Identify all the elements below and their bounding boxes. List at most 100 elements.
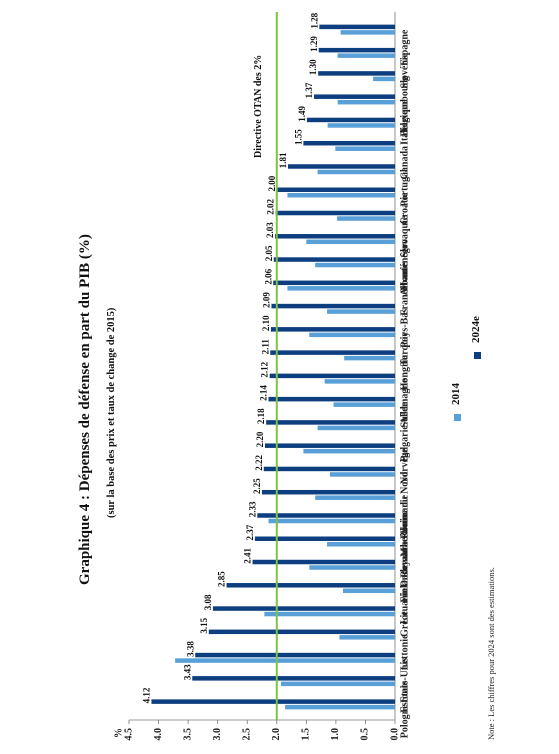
- bar-2014: [337, 216, 395, 221]
- bar-2024e: [273, 280, 395, 286]
- bar-2014: [315, 262, 395, 268]
- value-tick-label: 4.5: [123, 728, 134, 741]
- bar-2024e: [226, 583, 395, 588]
- bar-2024e: [269, 373, 395, 379]
- data-label-2024e: 2.37: [245, 524, 255, 540]
- category-label: Hongrie: [399, 355, 410, 391]
- data-label-2024e: 2.10: [261, 315, 271, 331]
- bar-2024e: [263, 466, 395, 472]
- category-label: Macédoine du Nord: [399, 471, 410, 556]
- bar-2014: [175, 658, 395, 663]
- legend-swatch-2014: [454, 414, 461, 421]
- data-label-2024e: 2.22: [254, 454, 264, 470]
- bar-2014: [333, 402, 395, 407]
- bar-2024e: [275, 234, 395, 239]
- bar-2014: [327, 542, 395, 547]
- bar-2024e: [318, 47, 395, 53]
- bar-2024e: [262, 489, 395, 495]
- bar-2014: [327, 123, 395, 128]
- value-tick-label: 0.0: [389, 728, 400, 741]
- bar-2024e: [306, 117, 395, 123]
- bar-2024e: [212, 606, 395, 611]
- category-label: Portugal: [399, 169, 410, 206]
- value-axis-unit: %: [113, 728, 124, 738]
- otan-threshold-label: Directive OTAN des 2%: [253, 54, 264, 158]
- category-label: Suède: [399, 401, 410, 427]
- data-label-2024e: 2.18: [256, 408, 266, 424]
- footnote: Note : Les chiffres pour 2024 sont des e…: [486, 567, 496, 740]
- bar-2024e: [192, 676, 395, 681]
- bar-2024e: [273, 257, 395, 262]
- data-label-2024e: 2.06: [263, 268, 273, 284]
- data-label-2024e: 2.02: [266, 199, 276, 215]
- category-label: Norvège: [399, 448, 410, 484]
- category-label: Bulgarie: [399, 425, 410, 462]
- legend-label-2014: 2014: [450, 383, 462, 405]
- bar-2014: [303, 448, 395, 454]
- category-label: Croatie: [399, 192, 410, 225]
- bar-2014: [329, 472, 395, 477]
- data-label-2024e: 4.12: [142, 687, 152, 703]
- category-label: Danemark: [399, 541, 410, 587]
- bar-2014: [285, 704, 395, 710]
- bar-2024e: [257, 513, 395, 518]
- bar-2024e: [252, 559, 395, 565]
- category-label: Albanie: [399, 262, 410, 296]
- bar-2014: [337, 53, 395, 58]
- category-label: Pologne: [399, 704, 410, 738]
- bar-2014: [340, 30, 395, 35]
- bar-2014: [327, 309, 395, 314]
- category-label: Slovaquie: [399, 215, 410, 257]
- category-label: Finlande: [399, 564, 410, 602]
- category-label: Pays-Bas: [399, 309, 410, 348]
- value-tick-label: 4.0: [153, 728, 164, 741]
- bar-2024e: [275, 210, 395, 216]
- legend-label-2024e: 2024e: [470, 316, 482, 343]
- bar-2014: [280, 681, 395, 687]
- category-label: Belgique: [399, 99, 410, 137]
- bar-2024e: [268, 396, 395, 402]
- data-label-2024e: 2.85: [217, 571, 227, 587]
- data-label-2024e: 2.41: [243, 548, 253, 564]
- category-label: Luxembourg: [399, 76, 410, 132]
- data-label-2024e: 1.81: [278, 152, 288, 168]
- category-label: Royaume-Uni: [399, 518, 410, 578]
- data-label-2024e: 2.03: [265, 222, 275, 238]
- bar-2024e: [319, 24, 395, 30]
- category-label: Turquie: [399, 332, 410, 366]
- category-label: Lituanie: [399, 587, 410, 624]
- bar-2024e: [314, 94, 395, 99]
- value-tick-label: 2.0: [271, 728, 282, 741]
- bar-2014: [339, 635, 395, 640]
- bar-2024e: [276, 187, 395, 192]
- bar-2024e: [195, 652, 395, 658]
- data-label-2024e: 1.30: [308, 59, 318, 75]
- bar-2024e: [266, 420, 395, 425]
- bar-2014: [317, 425, 395, 431]
- value-tick-label: 3.5: [182, 728, 193, 741]
- data-label-2024e: 2.11: [260, 339, 270, 355]
- data-label-2024e: 1.55: [293, 129, 303, 145]
- bar-2014: [337, 99, 395, 105]
- category-label: France: [399, 285, 410, 316]
- data-label-2024e: 2.00: [267, 175, 277, 191]
- bar-2014: [317, 169, 395, 175]
- bar-2024e: [271, 303, 395, 309]
- bar-2024e: [303, 140, 395, 146]
- data-label-2024e: 3.15: [199, 617, 209, 633]
- data-label-2024e: 1.49: [297, 105, 307, 121]
- bar-2014: [264, 611, 395, 617]
- bar-2014: [306, 239, 395, 245]
- value-tick-label: 1.5: [301, 728, 312, 741]
- bar-2014: [287, 286, 395, 291]
- data-label-2024e: 2.09: [262, 292, 272, 308]
- bar-2014: [324, 379, 395, 384]
- value-tick-label: 0.5: [360, 728, 371, 741]
- bar-2014: [335, 146, 395, 151]
- bar-2014: [309, 565, 395, 570]
- data-label-2024e: 2.25: [252, 478, 262, 494]
- category-label: Allemagne: [399, 378, 410, 424]
- value-tick-label: 1.0: [330, 728, 341, 741]
- data-label-2024e: 2.33: [247, 501, 257, 517]
